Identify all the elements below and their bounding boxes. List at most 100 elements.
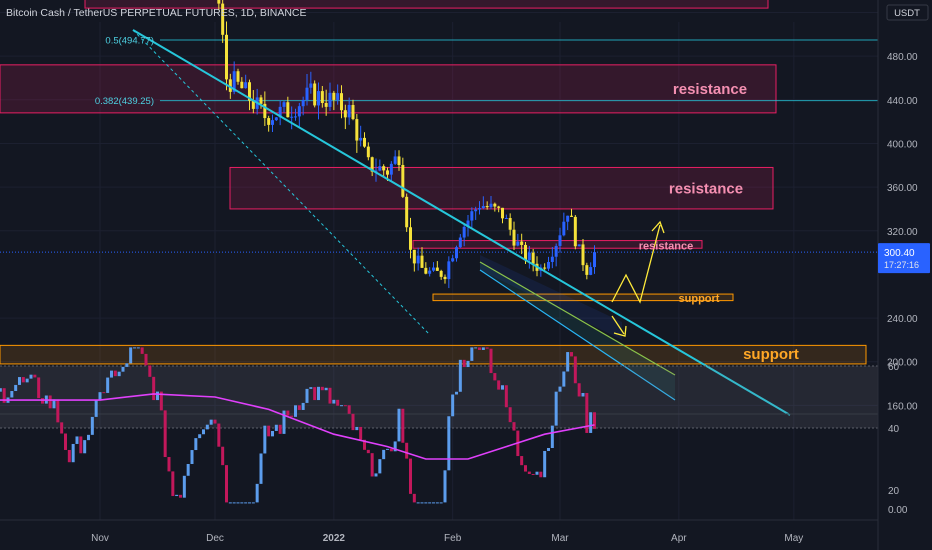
time-tick: Dec: [206, 533, 224, 544]
candle-down: [401, 164, 405, 197]
rsi-bar: [447, 416, 451, 471]
rsi-bar: [336, 399, 340, 406]
currency-button[interactable]: [886, 4, 929, 21]
time-tick: Feb: [444, 533, 462, 544]
rsi-bar: [497, 380, 501, 390]
price-tick: 360.00: [887, 183, 918, 194]
rsi-bar: [593, 412, 596, 429]
rsi-bar: [547, 447, 550, 451]
rsi-bar: [531, 473, 535, 475]
candle-down: [585, 265, 589, 275]
resistance-zone: [0, 64, 777, 114]
candle-up: [336, 93, 340, 100]
rsi-bar: [535, 471, 539, 475]
candle-down: [324, 102, 328, 107]
rsi-bar: [305, 388, 309, 403]
rsi-bar: [102, 392, 106, 394]
candle-up: [378, 166, 382, 171]
rsi-bar: [144, 353, 148, 366]
candle-down: [386, 170, 389, 175]
rsi-bar: [493, 373, 497, 381]
candle-down: [573, 216, 577, 247]
rsi-bar: [21, 377, 25, 383]
price-tick: 400.00: [887, 139, 918, 150]
rsi-bar: [347, 405, 351, 414]
rsi-bar: [209, 419, 213, 425]
rsi-bar: [558, 386, 562, 392]
price-tick: 200.00: [887, 358, 918, 369]
candle-down: [485, 206, 489, 208]
rsi-bar: [121, 366, 125, 372]
candle-up: [451, 258, 455, 262]
candle-up: [328, 92, 332, 107]
rsi-bar: [455, 391, 458, 395]
candle-up: [458, 237, 462, 248]
rsi-bar: [401, 408, 405, 443]
rsi-bar: [33, 374, 37, 378]
candle-down: [366, 146, 370, 158]
rsi-bar: [485, 347, 489, 349]
candle-down: [351, 104, 355, 120]
candle-up: [290, 116, 294, 118]
time-tick: May: [784, 533, 803, 544]
candle-down: [524, 244, 527, 261]
candle-up: [416, 255, 420, 264]
rsi-bar: [202, 429, 205, 435]
candle-up: [504, 218, 508, 220]
rsi-bar: [389, 448, 393, 452]
rsi-bar: [420, 502, 424, 504]
candle-up: [232, 71, 236, 92]
rsi-bar: [244, 502, 248, 504]
rsi-bar: [359, 426, 363, 440]
rsi-bar: [332, 399, 336, 404]
candle-up: [474, 209, 478, 212]
rsi-bar: [129, 347, 133, 364]
rsi-bar: [10, 391, 14, 398]
candles: [217, 0, 596, 289]
candle-down: [343, 110, 347, 118]
last-price-badge: [878, 243, 930, 274]
candle-up: [562, 221, 566, 236]
candle-up: [478, 208, 481, 210]
resistance-label: resistance: [672, 0, 741, 1]
rsi-bar: [274, 424, 278, 431]
rsi-bar: [133, 347, 136, 349]
rsi-bar: [167, 457, 171, 472]
candle-down: [512, 229, 516, 246]
price-tick: 320.00: [887, 227, 918, 238]
candle-down: [501, 207, 504, 219]
candle-down: [439, 270, 443, 277]
projection-down-arrow: [611, 315, 625, 335]
rsi-bar: [489, 348, 493, 374]
rsi-bar: [198, 434, 202, 439]
rsi-bar: [106, 377, 110, 393]
rsi-bar: [378, 459, 382, 474]
rsi-bar: [550, 425, 554, 448]
rsi-bar: [466, 360, 470, 368]
rsi-tick: 40: [888, 424, 900, 435]
rsi-bar: [221, 446, 225, 466]
rsi-ma-line: [0, 393, 595, 460]
rsi-bar: [301, 402, 305, 410]
rsi-bar: [179, 494, 182, 498]
candle-down: [221, 3, 225, 35]
fib-label: 0.382(439.25): [95, 96, 154, 107]
rsi-pane: [0, 347, 878, 521]
candle-down: [397, 156, 401, 165]
candle-down: [424, 267, 428, 274]
rsi-bar: [562, 371, 566, 387]
candle-down: [543, 267, 547, 269]
candle-up: [278, 106, 282, 118]
channel-lower-line: [479, 269, 676, 401]
price-tick: 240.00: [887, 314, 918, 325]
candle-down: [286, 102, 290, 118]
rsi-bar: [18, 377, 21, 385]
rsi-bar: [539, 471, 543, 478]
support-label: support: [743, 346, 799, 363]
rsi-bar: [512, 422, 516, 431]
rsi-bar: [481, 347, 485, 350]
rsi-bar: [48, 395, 52, 409]
main-trendline: [132, 29, 791, 416]
candle-up: [309, 83, 313, 88]
